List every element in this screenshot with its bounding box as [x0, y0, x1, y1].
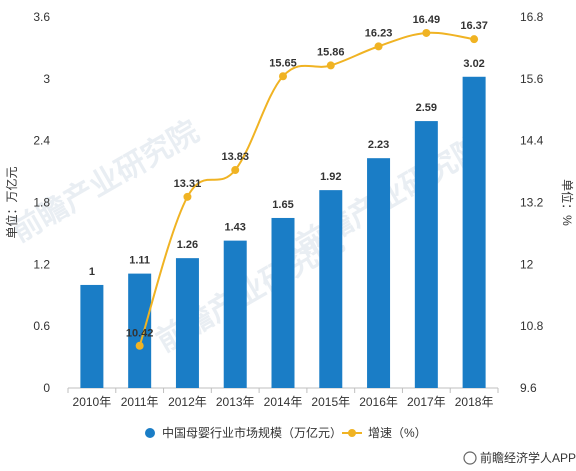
- y-left-tick-label: 2.4: [33, 134, 50, 148]
- line-point: [279, 72, 287, 81]
- y-left-tick-label: 1.2: [33, 257, 50, 271]
- line-value-label: 13.31: [174, 178, 202, 190]
- y-right-tick-label: 14.4: [520, 134, 544, 148]
- line-value-label: 16.37: [460, 20, 488, 32]
- x-tick-label: 2016年: [359, 395, 398, 409]
- credit-logo-icon: [463, 451, 477, 465]
- line-point: [183, 192, 192, 201]
- x-tick-label: 2018年: [455, 395, 494, 409]
- legend-line-point: [348, 429, 356, 437]
- bar-value-label: 1.65: [272, 199, 293, 211]
- x-tick-label: 2017年: [407, 395, 446, 409]
- y-right-axis-title: 单位：%: [560, 179, 575, 226]
- bar-value-label: 1.92: [320, 171, 341, 183]
- bar-value-label: 1: [89, 266, 95, 278]
- credit-text: 前瞻经济学人APP: [480, 450, 576, 465]
- bar: [80, 284, 104, 388]
- bar: [319, 190, 343, 388]
- line-point: [231, 166, 240, 175]
- axes: 2010年 2011年 2012年 2013年 2014年 2015年 2016年 2017年…: [4, 10, 575, 409]
- bar-series: [80, 76, 486, 389]
- y-left-tick-label: 3: [43, 72, 50, 86]
- line-value-label: 16.23: [365, 27, 393, 39]
- legend-bar-marker: [145, 428, 155, 438]
- line-value-label: 10.42: [126, 328, 154, 340]
- line-point: [422, 28, 431, 37]
- line-point: [326, 61, 335, 70]
- line-series: [135, 28, 479, 350]
- y-left-tick-label: 0.6: [33, 319, 50, 333]
- x-tick-label: 2011年: [121, 395, 159, 409]
- y-right-tick-label: 13.2: [520, 196, 544, 210]
- y-right-tick-label: 15.6: [520, 72, 544, 86]
- bar-value-label: 3.02: [463, 58, 484, 70]
- bar: [414, 121, 438, 388]
- line-value-label: 16.49: [413, 14, 441, 26]
- bar-value-label: 1.26: [177, 239, 198, 251]
- line-point: [374, 42, 383, 51]
- bar: [223, 240, 247, 388]
- bar-value-label: 1.11: [129, 255, 150, 267]
- bar: [462, 76, 486, 389]
- y-left-tick-label: 3.6: [33, 10, 50, 24]
- bar: [175, 258, 199, 388]
- data-labels: 1 1.11 1.26 1.43 1.65 1.92 2.23 2.59 3.02 10.42 13…: [89, 14, 488, 340]
- line-value-label: 13.83: [221, 151, 249, 163]
- y-right-tick-label: 12: [520, 257, 534, 271]
- bar-value-label: 2.59: [416, 102, 437, 114]
- legend-bar-label: 中国母婴行业市场规模（万亿元）: [162, 425, 342, 440]
- y-right-tick-label: 10.8: [520, 319, 544, 333]
- y-right-tick-label: 16.8: [520, 10, 544, 24]
- y-left-tick-label: 0: [43, 381, 50, 395]
- line-value-label: 15.65: [269, 57, 297, 69]
- y-left-axis-title: 单位：万亿元: [4, 166, 19, 238]
- bar-value-label: 2.23: [368, 139, 389, 151]
- line-value-label: 15.86: [317, 46, 345, 58]
- x-tick-label: 2010年: [73, 395, 112, 409]
- x-tick-label: 2012年: [168, 395, 207, 409]
- x-tick-label: 2013年: [216, 395, 255, 409]
- legend-line-label: 增速（%）: [368, 426, 427, 440]
- bar: [128, 273, 152, 388]
- x-tick-label: 2015年: [311, 395, 350, 409]
- bar: [367, 158, 391, 388]
- y-right-tick-label: 9.6: [520, 381, 537, 395]
- y-left-tick-label: 1.8: [33, 196, 50, 210]
- line-point: [135, 341, 144, 350]
- line-point: [470, 35, 479, 44]
- bar: [271, 217, 295, 388]
- bar-value-label: 1.43: [225, 222, 246, 234]
- legend: 中国母婴行业市场规模（万亿元） 增速（%）: [145, 425, 427, 440]
- x-tick-label: 2014年: [264, 395, 303, 409]
- credit: 前瞻经济学人APP: [463, 450, 576, 465]
